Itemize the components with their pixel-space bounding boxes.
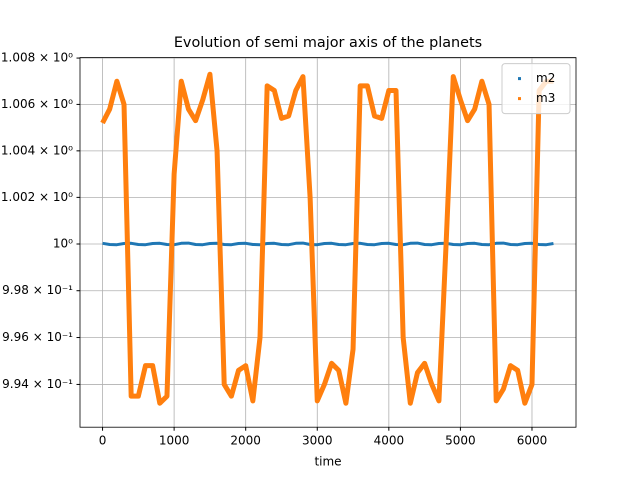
x-tick-label: 0 xyxy=(99,434,107,448)
y-tick-label: 1.006 × 10⁰ xyxy=(1,97,73,111)
y-tick-label: 9.96 × 10⁻¹ xyxy=(2,330,73,344)
x-tick-label: 3000 xyxy=(302,434,333,448)
y-tick-label: 10⁰ xyxy=(53,237,73,251)
x-tick-label: 5000 xyxy=(445,434,476,448)
x-tick-label: 6000 xyxy=(517,434,548,448)
axes-frame xyxy=(79,57,577,428)
series-points xyxy=(102,241,554,247)
y-tick-label: 1.002 × 10⁰ xyxy=(1,190,73,204)
x-tick-label: 4000 xyxy=(374,434,405,448)
legend-label: m3 xyxy=(536,91,555,105)
legend-box xyxy=(501,63,571,115)
series-points xyxy=(100,71,554,406)
y-tick-label: 1.008 × 10⁰ xyxy=(1,51,73,65)
x-axis-label: time xyxy=(314,455,341,469)
chart-title: Evolution of semi major axis of the plan… xyxy=(174,35,482,51)
y-tick-label: 1.004 × 10⁰ xyxy=(1,143,73,157)
y-tick-label: 9.98 × 10⁻¹ xyxy=(2,283,73,297)
y-tick-label: 9.94 × 10⁻¹ xyxy=(2,377,73,391)
x-tick-label: 2000 xyxy=(230,434,261,448)
legend-marker xyxy=(518,77,521,81)
legend-marker xyxy=(518,97,521,101)
legend-label: m2 xyxy=(536,71,555,85)
x-tick-label: 1000 xyxy=(159,434,190,448)
